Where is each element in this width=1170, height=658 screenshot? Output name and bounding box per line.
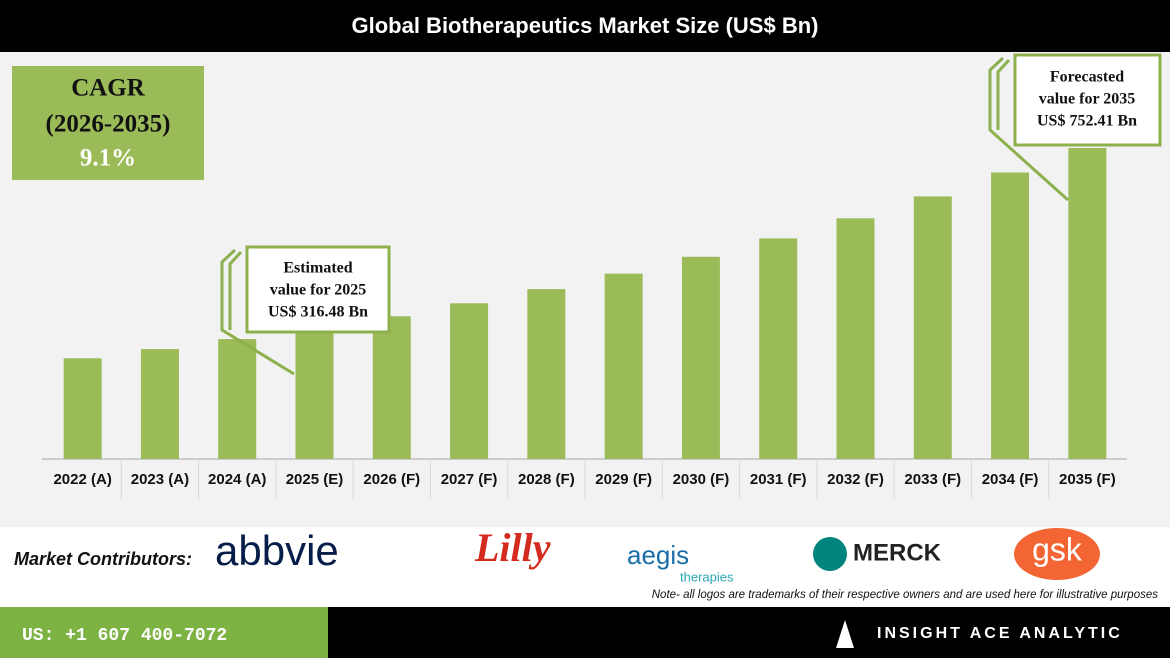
footer-phone: US: +1 607 400-7072 [22,626,227,646]
cagr-period: (2026-2035) [46,111,171,138]
brand-icon [836,620,854,648]
annotation-text: Forecasted [1050,69,1124,86]
x-tick-label: 2033 (F) [904,471,961,488]
x-tick-label: 2032 (F) [827,471,884,488]
bar [759,238,798,459]
cagr-label: CAGR [71,75,146,102]
bar [836,218,875,459]
x-tick-label: 2034 (F) [982,471,1039,488]
x-tick-label: 2035 (F) [1059,471,1116,488]
annotation-text: US$ 316.48 Bn [268,304,368,321]
bar [527,289,566,459]
x-tick-label: 2028 (F) [518,471,575,488]
cagr-value: 9.1% [80,145,136,172]
bar [991,172,1030,459]
bar [1068,148,1107,459]
x-tick-label: 2029 (F) [595,471,652,488]
annotation-text: value for 2035 [1039,91,1136,108]
callouts [220,53,1162,376]
chart-title: Global Biotherapeutics Market Size (US$ … [352,13,819,38]
bar [604,273,643,459]
logo-aegis: aegis [627,540,689,570]
bar [372,316,411,459]
bar [140,349,179,459]
logo-note: Note- all logos are trademarks of their … [652,589,1158,601]
annotation-text: value for 2025 [270,282,367,299]
footer-phone-box [0,607,328,658]
footer-brand: INSIGHT ACE ANALYTIC [877,625,1123,642]
contributors-label: Market Contributors: [14,549,192,569]
bar [295,328,334,459]
logo-gsk: gsk [1032,531,1083,567]
x-tick-label: 2023 (A) [131,471,189,488]
annotation-text: US$ 752.41 Bn [1037,113,1137,130]
x-tick-label: 2026 (F) [363,471,420,488]
x-tick-label: 2027 (F) [441,471,498,488]
logo-merck: MERCK [853,539,942,566]
x-tick-label: 2025 (E) [286,471,344,488]
logo-lilly: Lilly [474,525,551,570]
x-tick-label: 2030 (F) [673,471,730,488]
gsk-badge [1014,528,1100,580]
x-tick-label: 2022 (A) [53,471,111,488]
x-tick-label: 2024 (A) [208,471,266,488]
bar [218,339,257,459]
bar [681,256,720,459]
title-bar [0,0,1170,52]
x-tick-label: 2031 (F) [750,471,807,488]
cagr-box [12,66,204,180]
logo-abbvie: abbvie [215,527,339,574]
bar [450,303,489,459]
bar [63,358,102,459]
contributors-band [0,527,1170,607]
merck-icon [813,537,847,571]
logo-aegis-sub: therapies [680,569,734,584]
annotation-text: Estimated [283,260,352,277]
bar [913,196,952,459]
